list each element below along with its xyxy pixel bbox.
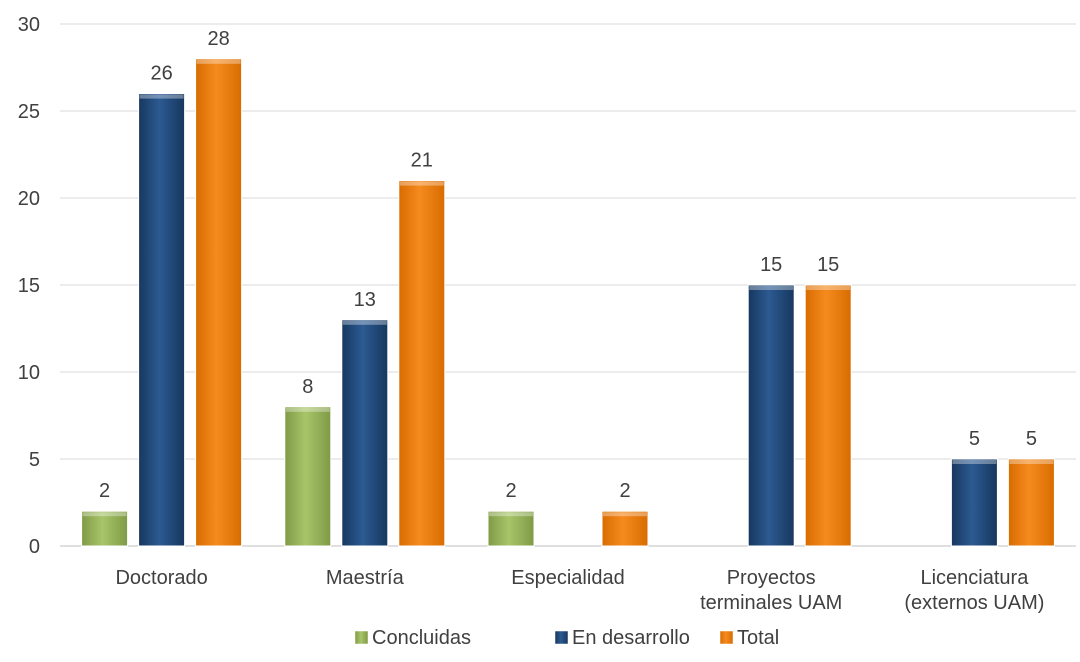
y-tick-label: 5 bbox=[29, 449, 40, 471]
legend-label: Concluidas bbox=[372, 627, 471, 649]
legend-swatch bbox=[719, 630, 734, 645]
legend: Concluidas En desarrollo Total bbox=[354, 627, 779, 649]
data-label: 13 bbox=[354, 289, 376, 311]
bar bbox=[804, 284, 852, 547]
data-label: 2 bbox=[505, 480, 516, 502]
y-tick-label: 25 bbox=[18, 101, 40, 123]
data-label: 2 bbox=[99, 480, 110, 502]
bar bbox=[195, 58, 243, 547]
bar bbox=[950, 458, 998, 547]
legend-label: Total bbox=[737, 627, 779, 649]
y-tick-label: 15 bbox=[18, 275, 40, 297]
bar bbox=[341, 319, 389, 547]
x-tick-label: terminales UAM bbox=[700, 592, 842, 614]
legend-label: En desarrollo bbox=[572, 627, 690, 649]
x-tick-label: Especialidad bbox=[511, 567, 624, 589]
bar bbox=[284, 406, 332, 547]
x-axis-ticks: Doctorado Maestría Especialidad Proyectos te… bbox=[115, 567, 1044, 614]
bar-highlight bbox=[82, 512, 127, 517]
bar-highlight bbox=[285, 407, 330, 412]
bars bbox=[81, 58, 1055, 547]
bar-highlight bbox=[1009, 460, 1054, 464]
bar bbox=[487, 510, 535, 547]
bar bbox=[81, 510, 129, 547]
x-tick-label: (externos UAM) bbox=[904, 592, 1044, 614]
x-tick-label: Proyectos bbox=[727, 567, 816, 589]
bar-highlight bbox=[139, 94, 184, 99]
bar bbox=[398, 180, 446, 547]
x-tick-label: Licenciatura bbox=[920, 567, 1029, 589]
data-label: 26 bbox=[150, 63, 172, 85]
data-label: 21 bbox=[411, 150, 433, 172]
bar-highlight bbox=[489, 512, 533, 517]
data-label: 8 bbox=[302, 376, 313, 398]
data-label: 5 bbox=[1026, 428, 1037, 450]
y-tick-label: 20 bbox=[18, 188, 40, 210]
data-label: 15 bbox=[760, 254, 782, 276]
data-label: 28 bbox=[207, 28, 229, 50]
data-label: 5 bbox=[969, 428, 980, 450]
y-tick-label: 10 bbox=[18, 362, 40, 384]
x-tick-label: Maestría bbox=[326, 567, 405, 589]
data-label: 15 bbox=[817, 254, 839, 276]
y-tick-label: 0 bbox=[29, 536, 40, 558]
bar-highlight bbox=[342, 320, 387, 325]
legend-swatch bbox=[354, 630, 369, 645]
bar bbox=[747, 284, 795, 547]
bar-highlight bbox=[399, 181, 444, 186]
y-axis-ticks: 0 5 10 15 20 25 30 bbox=[18, 14, 40, 558]
data-label: 2 bbox=[619, 480, 630, 502]
bar-highlight bbox=[952, 460, 997, 464]
y-tick-label: 30 bbox=[18, 14, 40, 36]
bar-highlight bbox=[806, 286, 851, 290]
bar-highlight bbox=[749, 286, 794, 290]
bar bbox=[601, 510, 649, 547]
legend-swatch bbox=[554, 630, 569, 645]
bar-highlight bbox=[603, 512, 647, 517]
bar bbox=[138, 93, 186, 547]
bar bbox=[1007, 458, 1055, 547]
bar-highlight bbox=[196, 59, 241, 64]
x-tick-label: Doctorado bbox=[115, 567, 207, 589]
